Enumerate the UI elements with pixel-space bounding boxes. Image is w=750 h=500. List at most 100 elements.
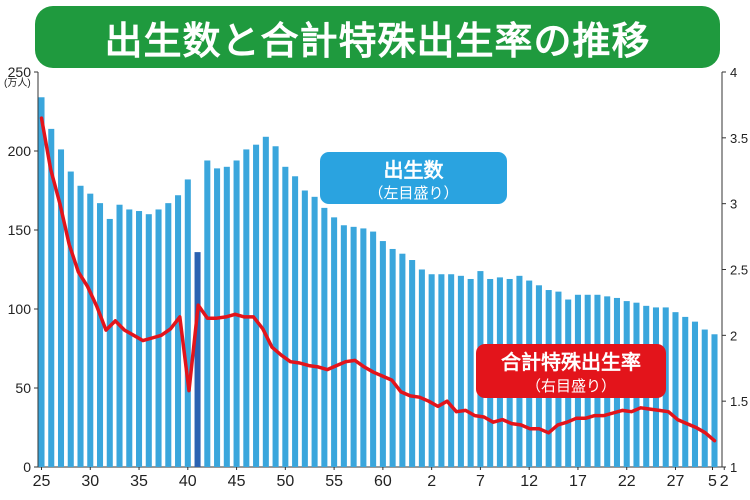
tfr-point: [243, 316, 245, 318]
x-tick-label: 27: [667, 473, 685, 490]
tfr-point: [142, 340, 144, 342]
bar: [370, 231, 377, 467]
bar: [711, 334, 718, 467]
tfr-point: [704, 432, 706, 434]
tfr-line: [39, 116, 717, 443]
title-banner: 出生数と合計特殊出生率の推移: [35, 6, 720, 68]
tfr-point: [621, 409, 623, 411]
births-label-box: [320, 152, 507, 204]
tfr-point: [437, 405, 439, 408]
tfr-point: [77, 271, 79, 273]
bar: [116, 204, 123, 467]
tfr-point: [603, 415, 605, 417]
right-tick-label: 2.5: [730, 263, 748, 278]
bar: [96, 203, 104, 467]
tfr-point: [640, 407, 642, 409]
bar: [301, 190, 308, 467]
tfr-point: [511, 422, 513, 425]
bar: [691, 321, 699, 467]
bar: [292, 176, 299, 467]
tfr-point: [492, 421, 494, 423]
tfr-point: [50, 168, 52, 171]
right-tick-label: 3: [730, 197, 737, 212]
chart-title: 出生数と合計特殊出生率の推移: [104, 18, 651, 63]
tfr-point: [584, 417, 587, 419]
tfr-point: [529, 428, 531, 430]
tfr-point: [289, 361, 292, 363]
tfr-label-title: 合計特殊出生率: [501, 350, 641, 374]
tfr-point: [68, 243, 70, 246]
bar: [106, 218, 113, 467]
tfr-label-note: （右目盛り）: [526, 377, 616, 395]
x-tick-label: 25: [33, 473, 51, 490]
tfr-point: [335, 365, 338, 367]
x-tick-label: 7: [476, 473, 485, 490]
bar: [282, 166, 289, 468]
bar: [682, 316, 689, 467]
tfr-point: [667, 411, 670, 413]
tfr-point: [400, 391, 402, 393]
tfr-point: [105, 329, 107, 331]
right-tick-label: 1: [730, 460, 737, 475]
x-tick-label: 22: [618, 473, 636, 490]
bar: [428, 274, 435, 467]
x-tick-label: 30: [81, 473, 99, 490]
right-tick-label: 2: [730, 328, 737, 343]
tfr-point: [216, 317, 218, 319]
tfr-point: [40, 117, 43, 119]
tfr-point: [713, 440, 716, 442]
births-label-title: 出生数: [384, 158, 445, 182]
right-tick-label: 1.5: [730, 394, 748, 409]
bar: [448, 274, 455, 467]
bar: [175, 195, 182, 468]
tfr-point: [345, 361, 347, 363]
tfr-point: [428, 400, 430, 402]
bar: [672, 312, 679, 467]
bar: [389, 248, 396, 467]
bar: [340, 225, 347, 467]
bar: [272, 146, 279, 467]
tfr-point: [520, 424, 522, 426]
bar: [321, 207, 328, 467]
tfr-point: [188, 390, 190, 392]
bar: [243, 149, 250, 468]
bar: [701, 329, 708, 467]
tfr-point: [308, 365, 310, 367]
bar: [253, 144, 260, 467]
left-tick-label: 100: [8, 301, 32, 317]
tfr-point: [179, 316, 181, 318]
bar: [379, 241, 386, 467]
tfr-point: [151, 337, 153, 339]
tfr-point: [197, 304, 199, 306]
bar: [360, 228, 367, 467]
tfr-point: [686, 422, 688, 425]
bar: [418, 269, 425, 467]
x-tick-label: 17: [569, 473, 587, 490]
x-tick-label: 2: [720, 473, 729, 490]
tfr-point: [474, 415, 476, 417]
right-tick-label: 3.5: [730, 131, 748, 146]
x-tick-label: 45: [228, 473, 246, 490]
births-label-note: （左目盛り）: [368, 184, 458, 202]
tfr-point: [630, 411, 633, 413]
bar: [57, 149, 65, 468]
tfr-point: [658, 409, 660, 411]
tfr-point: [280, 354, 282, 356]
tfr-point: [59, 203, 61, 205]
bar: [38, 97, 45, 467]
tfr-point: [234, 313, 236, 315]
tfr-point: [96, 305, 98, 307]
bar: [48, 128, 55, 467]
tfr-point: [501, 419, 504, 421]
tfr-point: [86, 286, 89, 288]
left-tick-label: 0: [23, 459, 31, 475]
tfr-point: [123, 329, 126, 331]
right-tick-label: 4: [730, 65, 737, 80]
tfr-point: [262, 328, 264, 330]
x-tick-label: 5: [708, 473, 717, 490]
tfr-point: [206, 317, 209, 319]
left-axis-unit: (万人): [4, 77, 31, 89]
tfr-point: [317, 366, 319, 368]
tfr-point: [354, 359, 356, 361]
